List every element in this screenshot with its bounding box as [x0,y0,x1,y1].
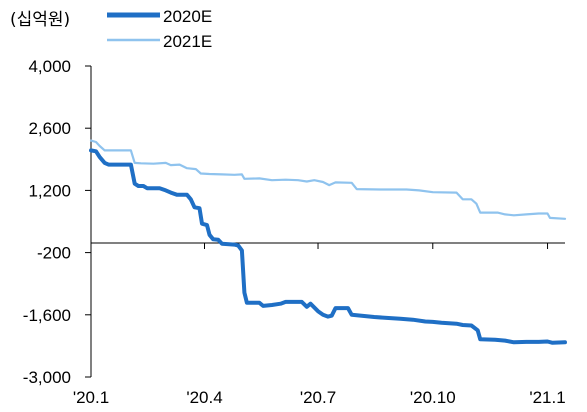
y-tick-label: 1,200 [28,181,71,200]
legend-label-2020E: 2020E [163,7,212,26]
series-lines [89,139,567,345]
y-tick-label: 4,000 [28,57,71,76]
x-tick-label: '21.1 [529,388,565,407]
x-tick-label: '20.7 [300,388,336,407]
series-line-2021E [89,139,567,220]
y-tick-label: 2,600 [28,119,71,138]
y-tick-label: -1,600 [23,306,71,325]
y-tick-label: -3,000 [23,368,71,387]
unit-label: (십억원) [10,10,70,30]
x-axis-ticks: '20.1 '20.4 '20.7 '20.10 '21.1 [73,243,566,407]
x-tick-label: '20.1 [73,388,109,407]
axes [90,66,565,377]
y-tick-label: -200 [37,244,71,263]
y-axis-ticks: 4,000 2,600 1,200 -200 -1,600 -3,000 [23,57,91,387]
x-tick-label: '20.4 [186,388,222,407]
x-tick-label: '20.10 [410,388,456,407]
legend: 2020E 2021E [107,7,212,51]
series-line-2020E [89,148,567,345]
legend-label-2021E: 2021E [163,32,212,51]
